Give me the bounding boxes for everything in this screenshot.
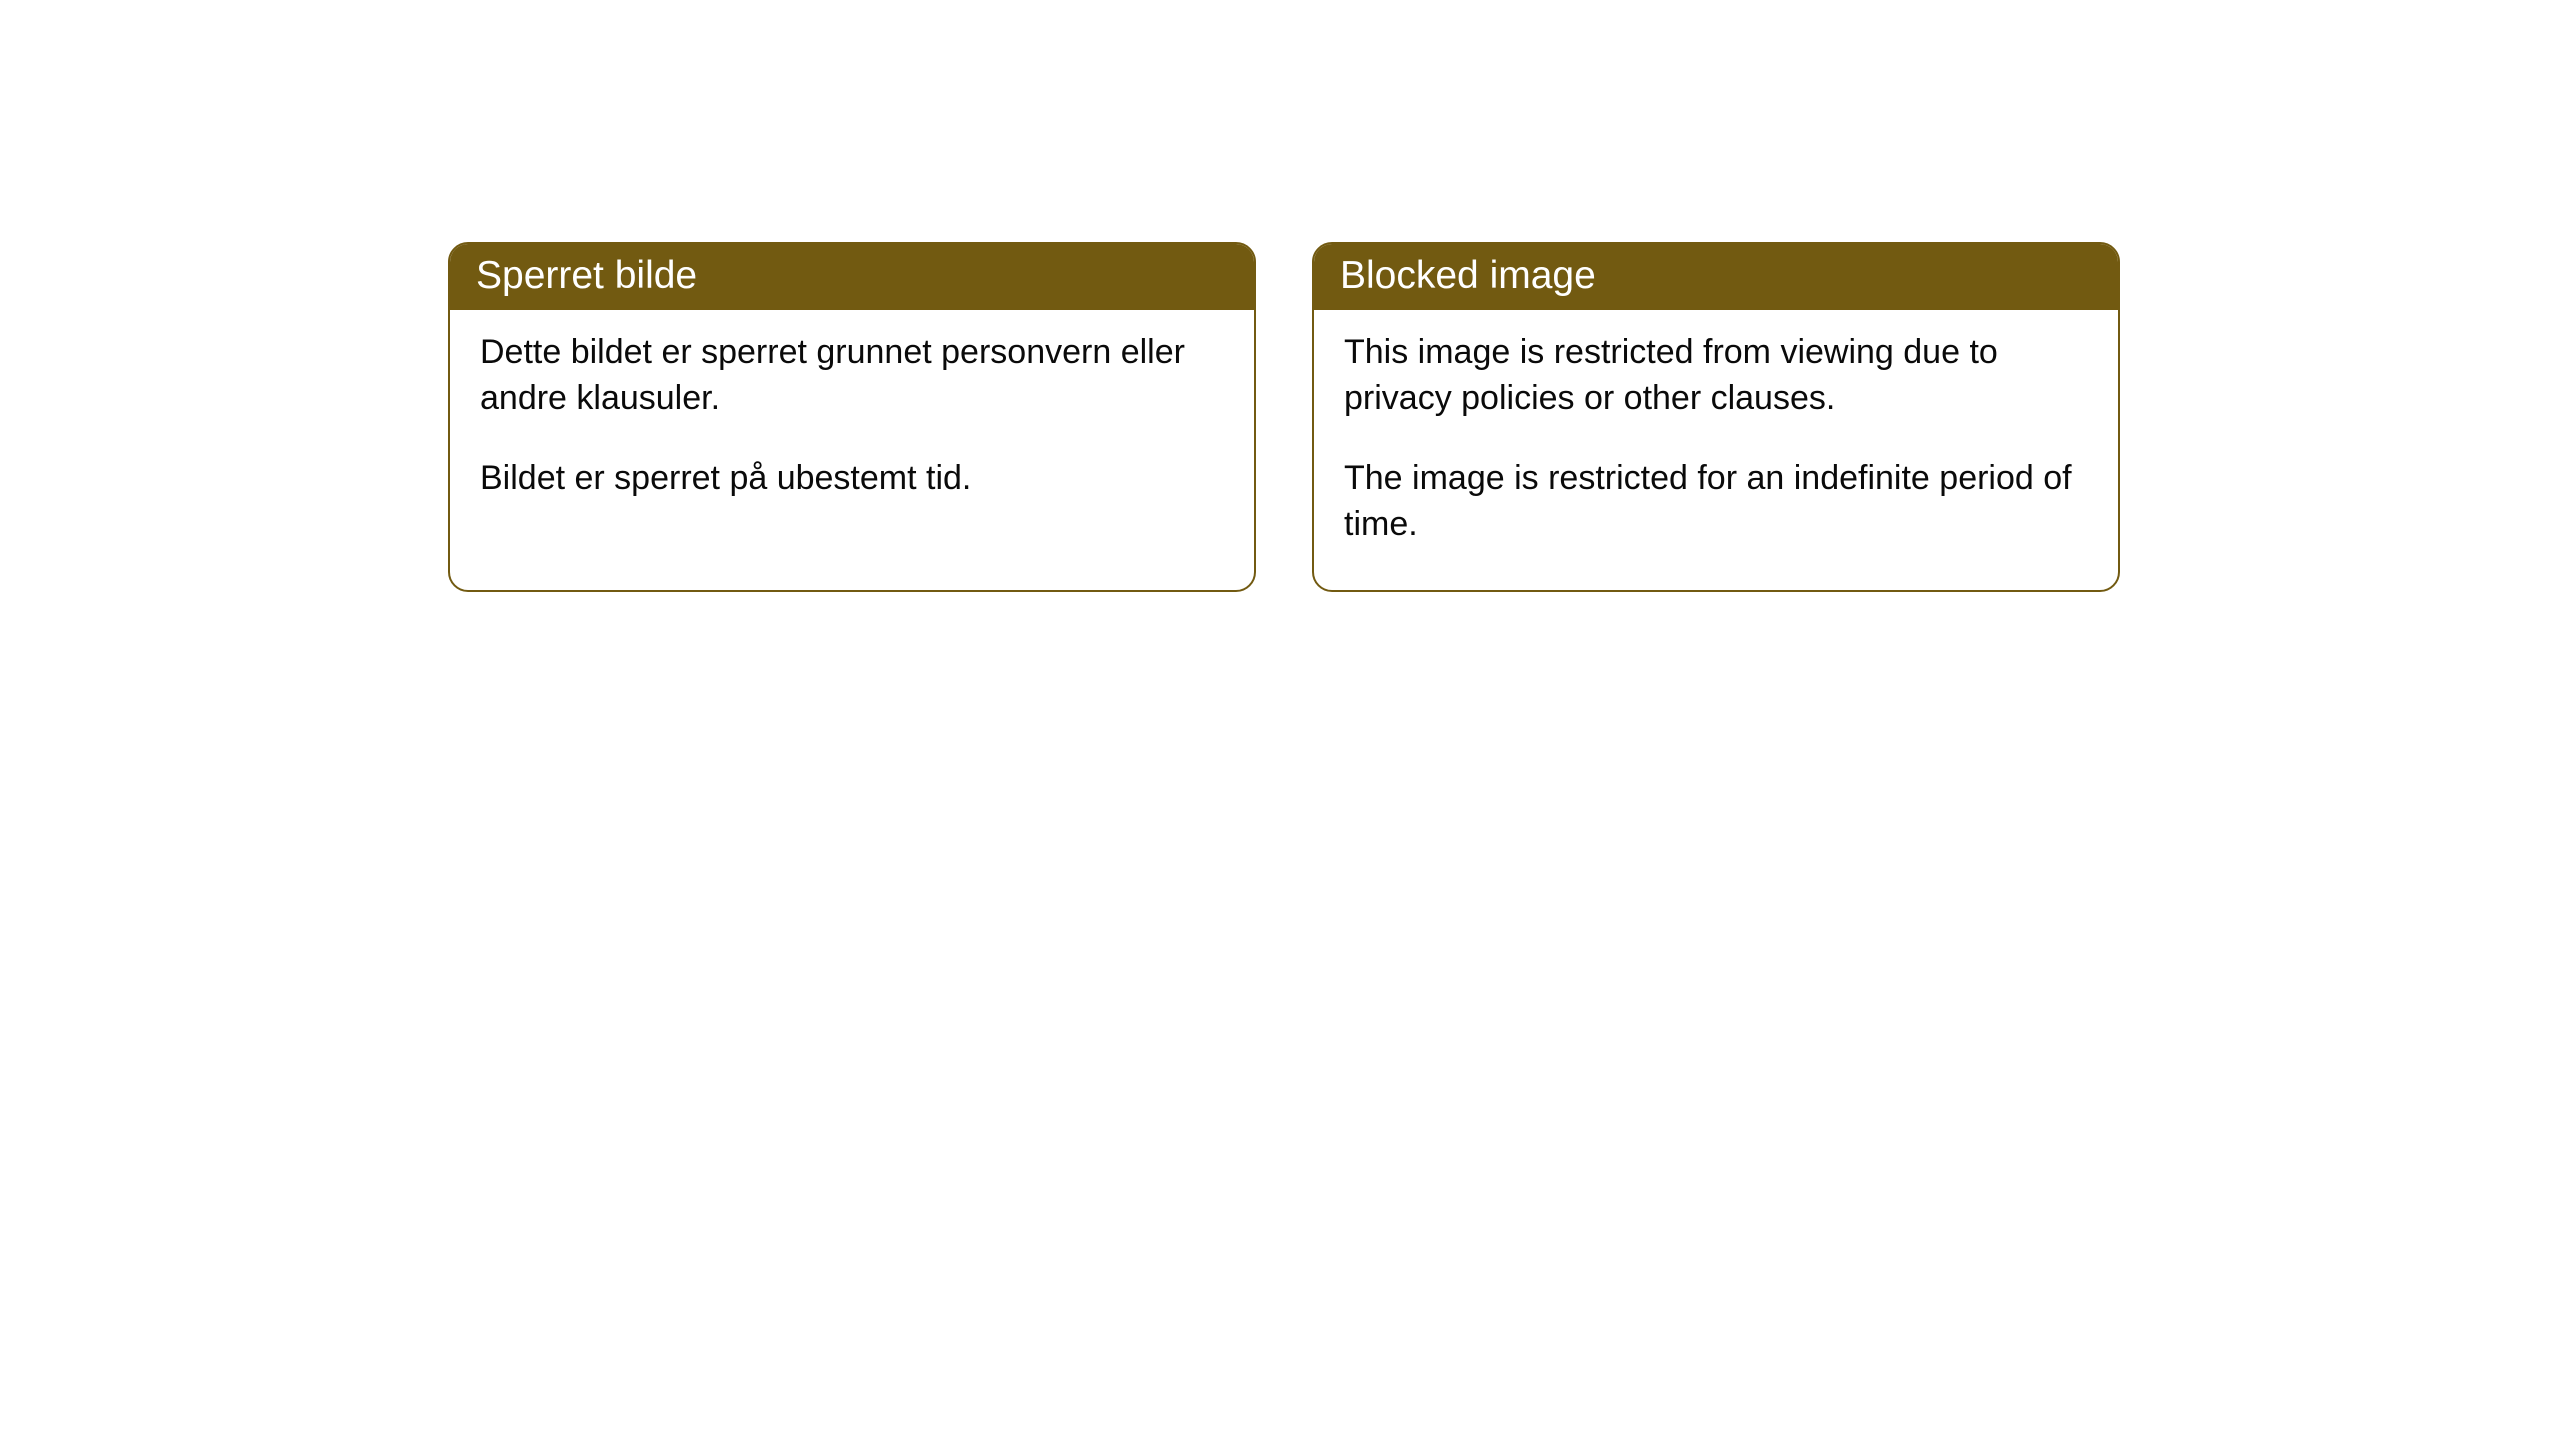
card-title: Sperret bilde: [476, 254, 697, 297]
card-text-line: The image is restricted for an indefinit…: [1344, 456, 2088, 548]
card-body: This image is restricted from viewing du…: [1314, 310, 2118, 590]
card-title: Blocked image: [1340, 254, 1596, 297]
blocked-image-card-en: Blocked image This image is restricted f…: [1312, 242, 2120, 592]
card-header: Blocked image: [1314, 244, 2118, 310]
blocked-image-card-no: Sperret bilde Dette bildet er sperret gr…: [448, 242, 1256, 592]
card-text-line: Dette bildet er sperret grunnet personve…: [480, 330, 1224, 422]
notice-cards-container: Sperret bilde Dette bildet er sperret gr…: [0, 0, 2560, 592]
card-header: Sperret bilde: [450, 244, 1254, 310]
card-body: Dette bildet er sperret grunnet personve…: [450, 310, 1254, 544]
card-text-line: Bildet er sperret på ubestemt tid.: [480, 456, 1224, 502]
card-text-line: This image is restricted from viewing du…: [1344, 330, 2088, 422]
